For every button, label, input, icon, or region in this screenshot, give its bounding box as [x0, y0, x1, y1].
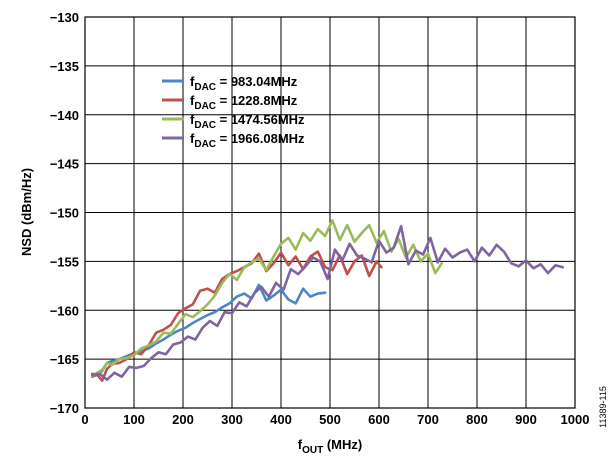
x-tick-label: 1000: [561, 412, 590, 427]
y-tick-label: −170: [50, 401, 79, 416]
legend-label-2: fDAC = 1228.8MHz: [190, 93, 298, 112]
x-tick-label: 300: [221, 412, 243, 427]
x-tick-label: 400: [270, 412, 292, 427]
y-tick-label: −155: [50, 254, 79, 269]
plot-border: [84, 16, 576, 409]
series-line-2: [91, 250, 383, 382]
series-line-4: [91, 224, 565, 382]
x-axis-label-unit: (MHz): [323, 437, 362, 452]
x-tick-label: 700: [417, 412, 439, 427]
y-tick-labels: −130 −135 −140 −145 −150 −155 −160 −165 −170: [50, 10, 79, 416]
y-tick-label: −130: [50, 10, 79, 25]
y-tick-label: −145: [50, 157, 79, 172]
legend-label-3: fDAC = 1474.56MHz: [190, 112, 305, 131]
x-tick-label: 200: [172, 412, 194, 427]
x-tick-label: 800: [466, 412, 488, 427]
legend-label-4: fDAC = 1966.08MHz: [190, 131, 305, 150]
y-axis-label: NSD (dBm/Hz): [19, 168, 34, 256]
y-tick-label: −160: [50, 303, 79, 318]
x-tick-label: 100: [123, 412, 145, 427]
x-tick-label: 0: [81, 412, 88, 427]
x-axis-label-sub: OUT: [302, 445, 323, 456]
x-tick-labels: 0 100 200 300 400 500 600 700 800 900 1000: [81, 412, 589, 427]
x-tick-label: 900: [515, 412, 537, 427]
series-group: [91, 219, 565, 382]
series-line-3: [91, 219, 444, 378]
x-axis-label: fOUT (MHz): [298, 437, 362, 456]
y-tick-label: −150: [50, 206, 79, 221]
y-tick-label: −135: [50, 59, 79, 74]
y-tick-label: −165: [50, 352, 79, 367]
figure-id: 11389-115: [598, 386, 608, 428]
x-axis-label-main: f: [298, 437, 303, 452]
y-tick-label: −140: [50, 108, 79, 123]
legend-label-1: fDAC = 983.04MHz: [190, 74, 298, 93]
x-tick-label: 500: [319, 412, 341, 427]
x-tick-label: 600: [368, 412, 390, 427]
